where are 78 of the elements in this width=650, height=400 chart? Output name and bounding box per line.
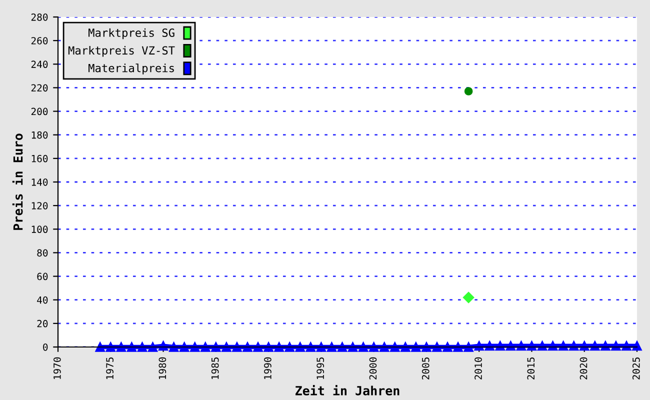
point (306, 342, 316, 352)
y-tick-label: 220 (31, 84, 48, 92)
point (462, 292, 474, 304)
point (253, 342, 263, 352)
point (179, 342, 190, 352)
y-tick-label: 140 (32, 178, 48, 186)
y-tick-label: 60 (37, 272, 48, 280)
point (126, 342, 137, 352)
point (95, 342, 105, 352)
point (326, 342, 337, 352)
y-tick-label: 20 (37, 320, 48, 328)
y-tick-label: 160 (32, 154, 48, 162)
x-tick-label: 1970 (53, 357, 61, 379)
point (106, 342, 116, 352)
x-tick-label: 2025 (632, 358, 640, 380)
point (284, 342, 294, 352)
x-tick-label: 2010 (474, 357, 482, 380)
point (222, 342, 232, 352)
x-tick-label: 1985 (211, 358, 219, 379)
point (379, 342, 390, 352)
legend-label: Marktpreis SG (88, 28, 174, 40)
y-tick-label: 0 (43, 344, 48, 351)
point (432, 342, 442, 352)
point (611, 340, 621, 351)
point (168, 342, 179, 352)
point (316, 342, 326, 352)
point (148, 342, 158, 352)
point (358, 342, 368, 352)
point (390, 342, 400, 352)
point (242, 342, 252, 352)
x-tick-label: 2005 (422, 358, 430, 380)
point (632, 340, 642, 351)
point (137, 342, 148, 352)
point (453, 342, 463, 352)
point (337, 342, 348, 352)
point (200, 342, 210, 352)
point (526, 340, 537, 351)
y-tick-label: 260 (31, 37, 48, 44)
point (116, 342, 126, 352)
y-tick-label: 200 (31, 108, 48, 116)
point (537, 340, 548, 351)
point (422, 342, 432, 352)
point (158, 340, 168, 351)
point (211, 342, 221, 352)
point (622, 340, 632, 351)
y-tick-label: 240 (31, 60, 48, 68)
point (400, 342, 410, 352)
y-tick-label: 120 (32, 202, 48, 210)
y-axis-title: Preis in Euro (12, 134, 23, 230)
x-tick-label: 1990 (264, 357, 272, 379)
legend-label: Materialpreis (88, 64, 174, 74)
point (295, 342, 305, 352)
point (274, 342, 284, 352)
x-tick-label: 1975 (106, 358, 114, 379)
x-tick-label: 1980 (158, 357, 166, 379)
x-tick-label: 2000 (369, 357, 377, 380)
point (442, 342, 452, 352)
point (232, 342, 242, 352)
y-tick-label: 40 (37, 296, 48, 304)
point (516, 340, 526, 351)
x-axis-title: Zeit in Jahren (296, 385, 400, 396)
y-tick-label: 100 (32, 226, 48, 233)
point (348, 342, 358, 352)
point (464, 342, 474, 352)
legend-label: Marktpreis VZ-ST (68, 46, 175, 57)
point (368, 342, 379, 352)
y-tick-label: 280 (31, 14, 48, 21)
x-tick-label: 2020 (580, 357, 588, 380)
point (264, 342, 274, 352)
point (464, 87, 473, 96)
point (548, 340, 558, 351)
point (558, 340, 568, 351)
x-tick-label: 2015 (527, 358, 535, 380)
y-tick-label: 80 (37, 249, 48, 257)
x-tick-label: 1995 (316, 358, 324, 379)
point (411, 342, 421, 352)
y-tick-label: 180 (32, 131, 48, 139)
point (190, 342, 200, 352)
